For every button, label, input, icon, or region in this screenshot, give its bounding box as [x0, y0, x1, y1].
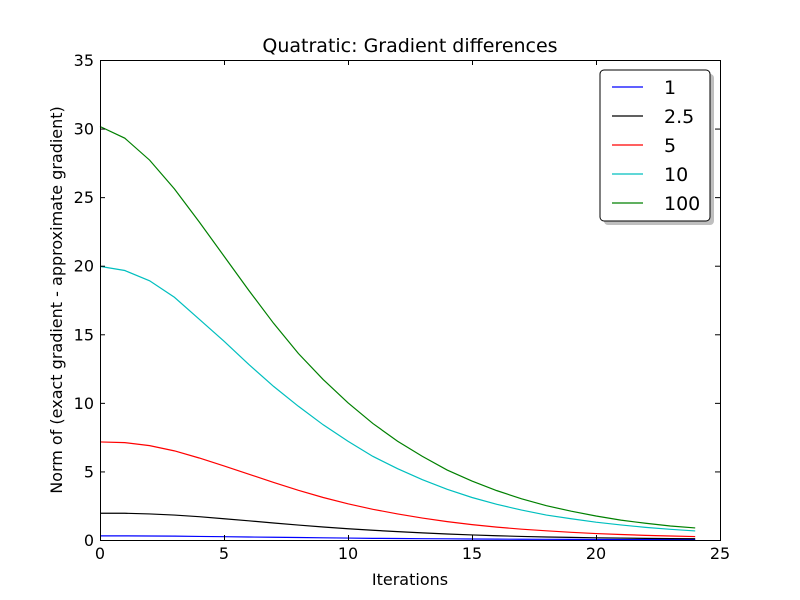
x-tick-label: 20	[586, 544, 606, 563]
y-axis-label: Norm of (exact gradient - approximate gr…	[47, 106, 66, 494]
legend-label: 2.5	[664, 106, 694, 128]
legend-label: 5	[664, 135, 676, 157]
series-line-10	[99, 265, 696, 532]
legend-box	[599, 69, 711, 222]
x-tick-label: 10	[338, 544, 358, 563]
plot-area-frame	[100, 60, 721, 541]
y-tick-label: 20	[74, 257, 94, 276]
y-tick-label: 10	[74, 394, 94, 413]
x-tick-label: 0	[95, 544, 105, 563]
x-tick-label: 15	[462, 544, 482, 563]
y-tick-label: 15	[74, 325, 94, 344]
y-tick-label: 25	[74, 188, 94, 207]
legend: 1 2.5 5 10 100	[599, 69, 714, 225]
x-axis-label: Iterations	[372, 570, 448, 589]
chart-title: Quatratic: Gradient differences	[262, 35, 557, 57]
y-tick-label: 30	[74, 120, 94, 139]
legend-label: 100	[664, 193, 700, 215]
y-tick-label: 0	[84, 531, 94, 550]
x-tick-label: 5	[219, 544, 229, 563]
series-line-5	[99, 441, 696, 538]
y-tick-label: 5	[84, 462, 94, 481]
legend-label: 10	[664, 164, 688, 186]
series-line-100	[99, 125, 696, 529]
x-tick-label: 25	[710, 544, 730, 563]
y-tick-label: 35	[74, 51, 94, 70]
legend-label: 1	[664, 77, 676, 99]
